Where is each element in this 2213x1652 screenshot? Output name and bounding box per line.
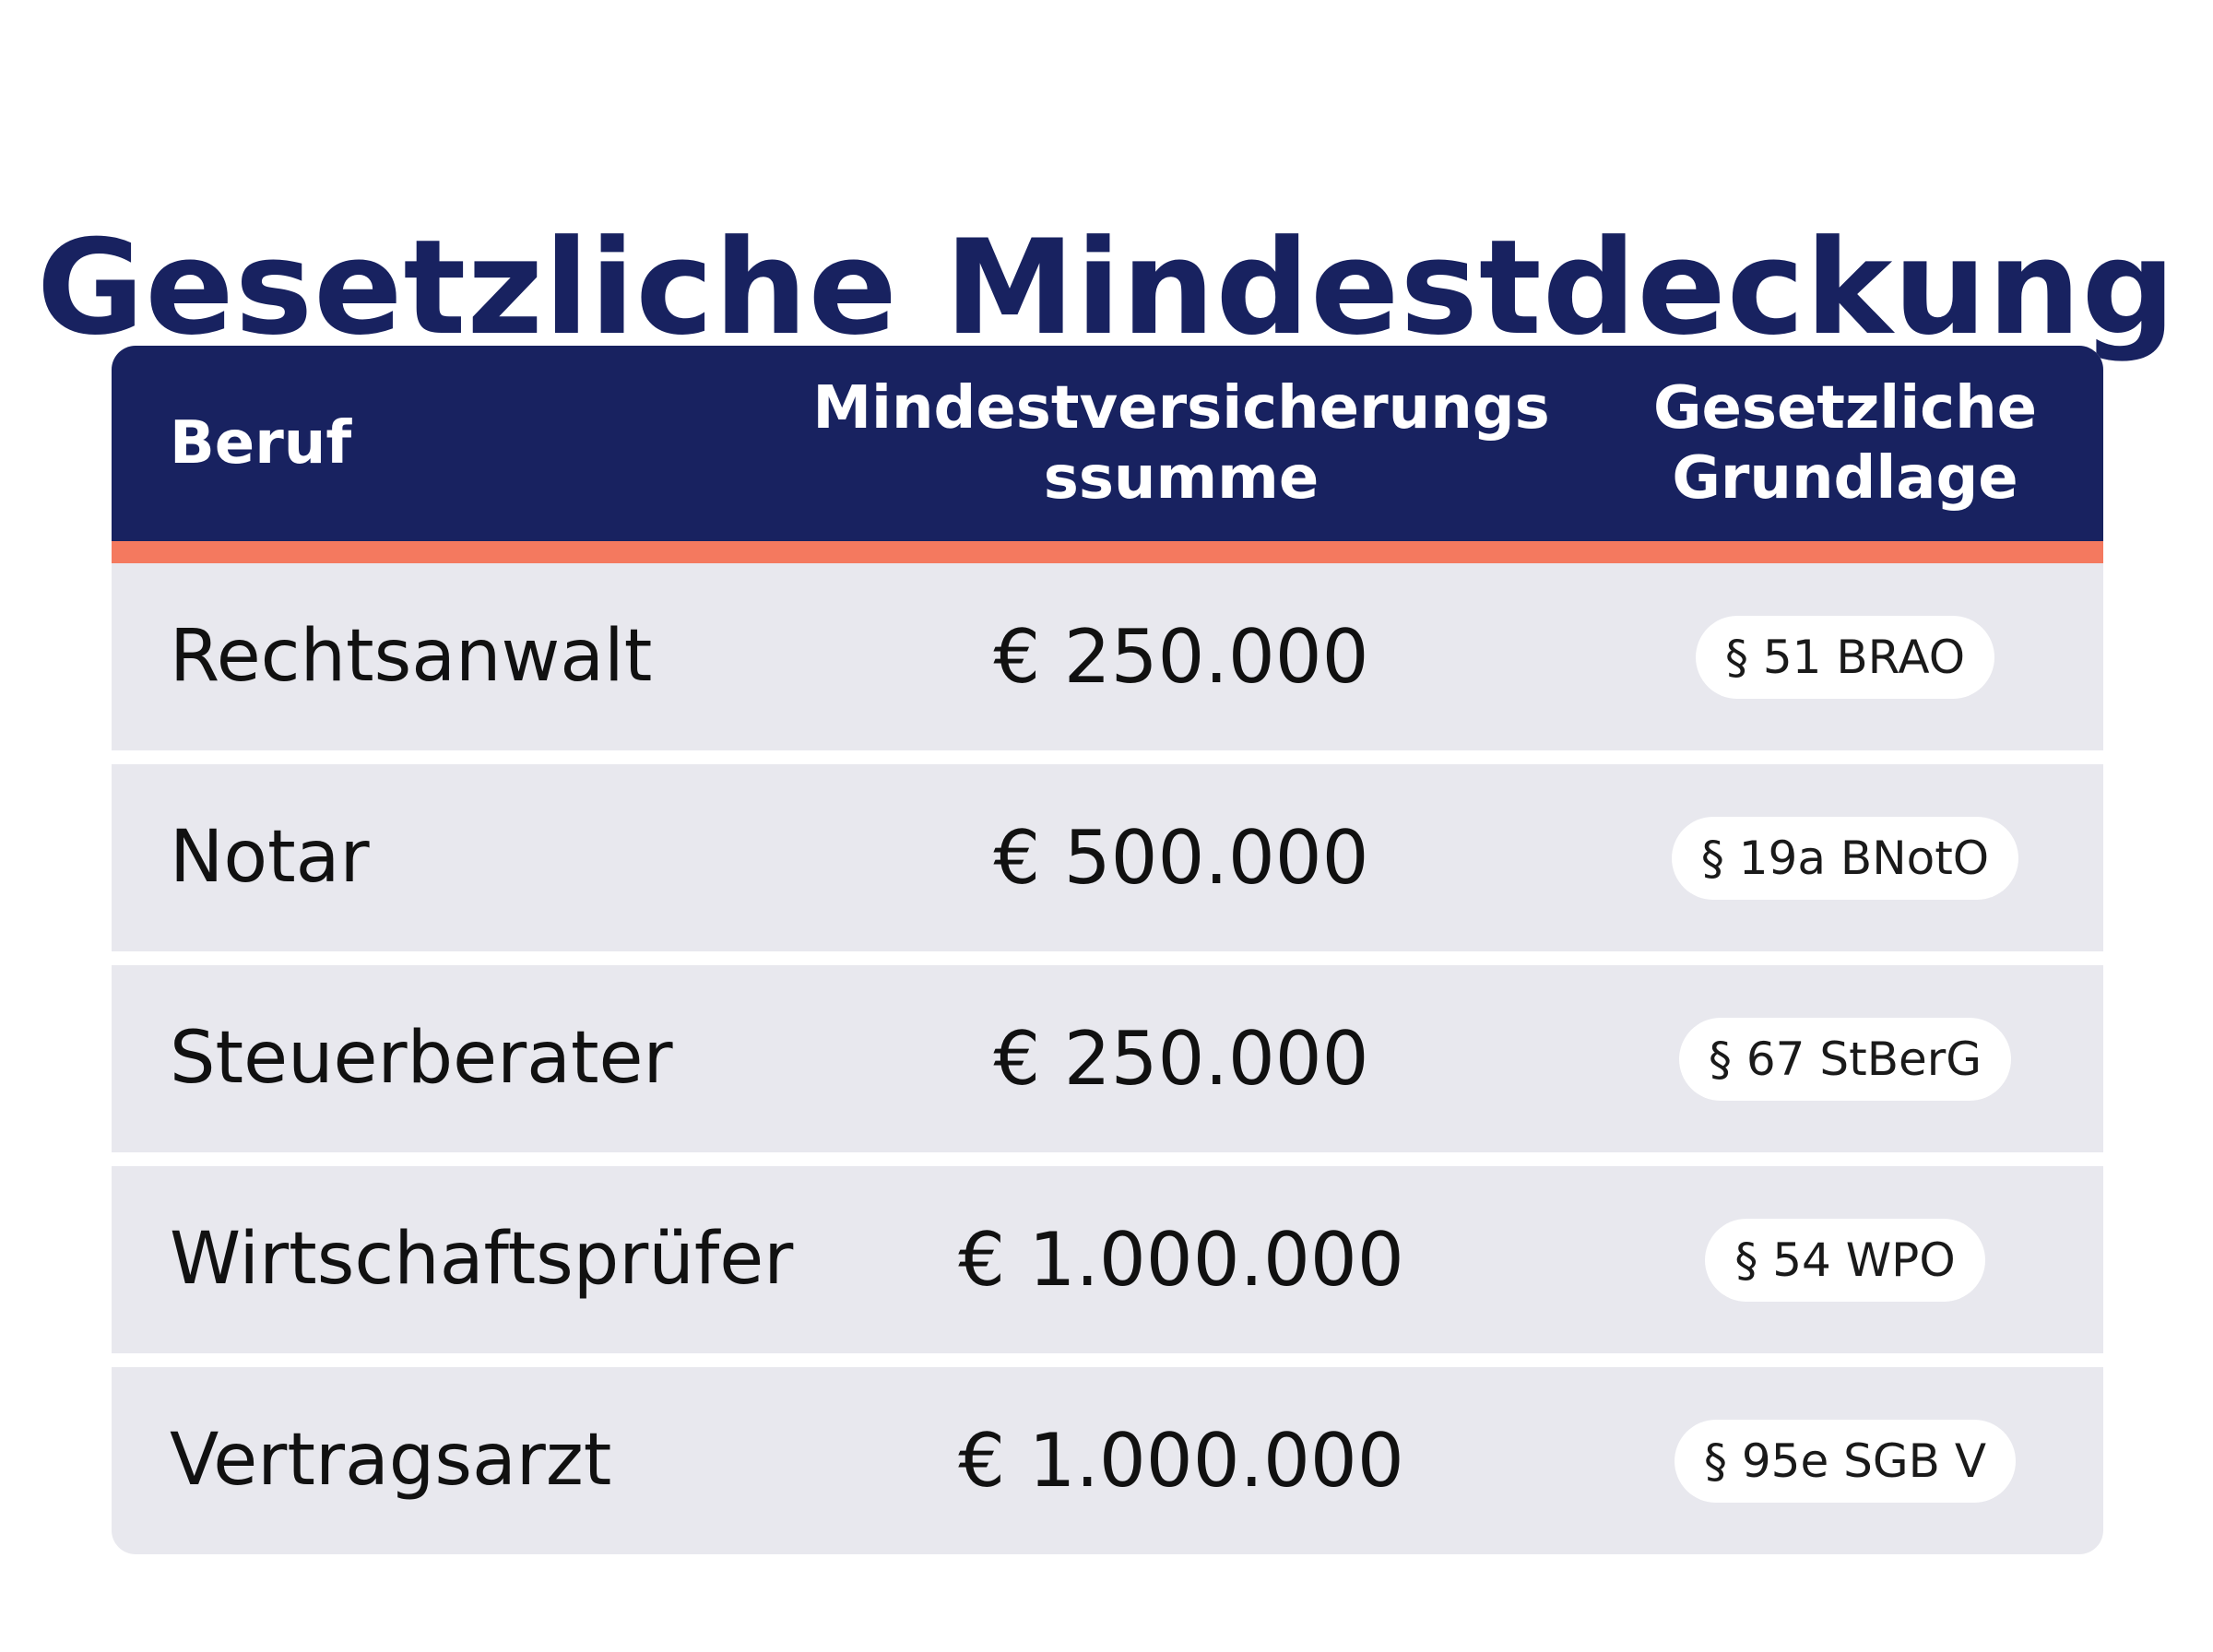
table-header: Beruf Mindestversicherungs ssumme Gesetz… [112, 346, 2103, 541]
page-title: Gesetzliche Mindestdeckung [36, 212, 2177, 365]
cell-beruf: Vertragsarzt [170, 1419, 612, 1502]
cell-summe: € 1.000.000 [958, 1217, 1404, 1303]
cell-grundlage: § 54 WPO [1587, 1166, 2103, 1353]
header-accent-line [112, 541, 2103, 563]
cell-summe: € 500.000 [993, 815, 1369, 901]
cell-grundlage: § 19a BNotO [1587, 764, 2103, 951]
column-header-summe: Mindestversicherungs ssumme [812, 374, 1550, 513]
cell-beruf: Wirtschaftsprüfer [170, 1218, 794, 1301]
cell-summe: € 250.000 [993, 614, 1369, 700]
table-row: Rechtsanwalt € 250.000 § 51 BRAO [112, 563, 2103, 750]
cell-summe: € 250.000 [993, 1016, 1369, 1102]
cell-beruf: Rechtsanwalt [170, 615, 653, 698]
law-badge: § 19a BNotO [1671, 816, 2019, 900]
cell-grundlage: § 51 BRAO [1587, 563, 2103, 750]
cell-grundlage: § 95e SGB V [1587, 1367, 2103, 1554]
column-header-grundlage: Gesetzliche Grundlage [1652, 374, 2038, 513]
coverage-table: Beruf Mindestversicherungs ssumme Gesetz… [112, 346, 2103, 1554]
column-header-beruf: Beruf [170, 409, 352, 478]
table-row: Steuerberater € 250.000 § 67 StBerG [112, 965, 2103, 1152]
cell-beruf: Notar [170, 816, 370, 899]
law-badge: § 67 StBerG [1678, 1017, 2012, 1101]
cell-summe: € 1.000.000 [958, 1418, 1404, 1504]
table-row: Vertragsarzt € 1.000.000 § 95e SGB V [112, 1367, 2103, 1554]
table-row: Wirtschaftsprüfer € 1.000.000 § 54 WPO [112, 1166, 2103, 1353]
table-row: Notar € 500.000 § 19a BNotO [112, 764, 2103, 951]
cell-grundlage: § 67 StBerG [1587, 965, 2103, 1152]
cell-beruf: Steuerberater [170, 1017, 673, 1100]
law-badge: § 95e SGB V [1674, 1419, 2017, 1503]
law-badge: § 51 BRAO [1695, 615, 1995, 699]
law-badge: § 54 WPO [1705, 1218, 1985, 1302]
